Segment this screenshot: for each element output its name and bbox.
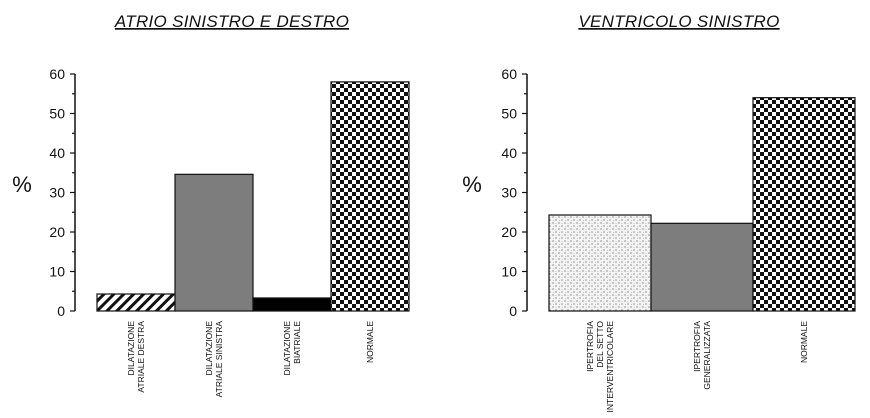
category-label: ATRIALE DESTRA [136, 321, 146, 393]
bar [252, 297, 332, 312]
y-tick-label: 60 [49, 66, 65, 82]
bar [174, 173, 254, 312]
y-tick-label: 20 [501, 224, 517, 240]
y-tick-label: 30 [49, 185, 65, 201]
chart-atrio: ATRIO SINISTRO E DESTRO % 0 10 20 30 40 50 60 D… [12, 12, 410, 398]
y-tick-label: 10 [501, 264, 517, 280]
category-label: GENERALIZZATA [702, 321, 712, 390]
y-tick-label: 60 [501, 66, 517, 82]
category-label: BIATRIALE [292, 321, 302, 364]
y-tick-label: 20 [49, 224, 65, 240]
bar [650, 222, 754, 312]
chart-title: ATRIO SINISTRO E DESTRO [114, 12, 349, 31]
chart-ventricolo: VENTRICOLO SINISTRO % 0 10 20 30 40 50 60 IPERT… [462, 12, 856, 413]
bar [96, 293, 176, 312]
category-label: DEL SETTO [595, 321, 605, 368]
bar [752, 97, 856, 312]
category-label: DILATAZIONE [282, 321, 292, 376]
category-label: ATRIALE SINISTRA [214, 321, 224, 398]
chart-title: VENTRICOLO SINISTRO [578, 12, 779, 31]
y-axis-label: % [462, 172, 482, 197]
category-label: INTERVENTRICOLARE [605, 321, 615, 413]
y-tick-label: 40 [501, 145, 517, 161]
y-tick-label: 10 [49, 264, 65, 280]
category-label: DILATAZIONE [204, 321, 214, 376]
y-tick-label: 30 [501, 185, 517, 201]
category-label: IPERTROFIA [692, 321, 702, 372]
y-tick-label: 0 [57, 303, 65, 319]
category-label: DILATAZIONE [126, 321, 136, 376]
y-tick-label: 50 [501, 106, 517, 122]
y-axis-label: % [12, 172, 32, 197]
y-tick-label: 40 [49, 145, 65, 161]
category-label: NORMALE [365, 321, 375, 363]
bar [330, 81, 410, 312]
category-label: IPERTROFIA [585, 321, 595, 372]
bar [548, 214, 652, 312]
category-label: NORMALE [799, 321, 809, 363]
y-tick-label: 0 [509, 303, 517, 319]
y-tick-label: 50 [49, 106, 65, 122]
